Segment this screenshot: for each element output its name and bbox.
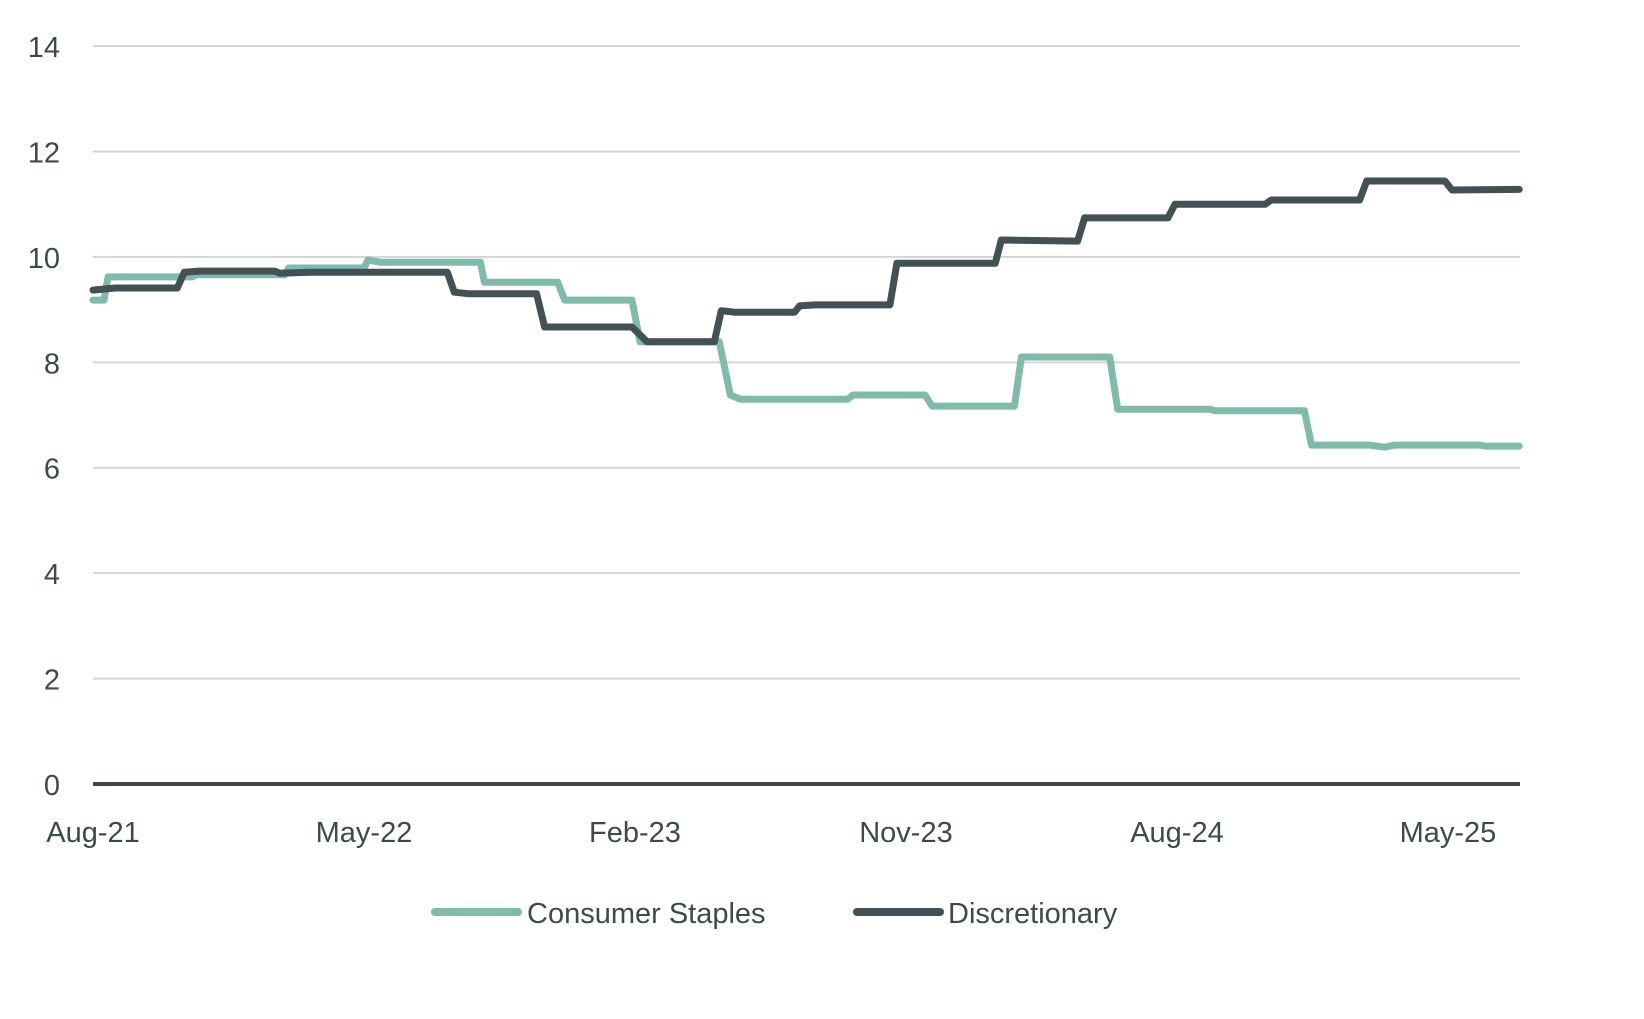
y-tick-label: 8 — [44, 348, 60, 380]
x-tick-label: Nov-23 — [859, 817, 953, 849]
legend-label: Consumer Staples — [527, 898, 766, 930]
series-line-discretionary — [89, 177, 1523, 346]
y-tick-label: 2 — [44, 665, 60, 697]
x-axis-ticks: Aug-21 May-22 Feb-23 Nov-23 Aug-24 May-25 — [46, 817, 1496, 849]
x-tick-label: Aug-21 — [46, 817, 140, 849]
y-tick-label: 4 — [44, 559, 60, 591]
y-tick-label: 14 — [28, 32, 60, 64]
series-lines — [89, 177, 1523, 451]
y-axis-ticks: 0 2 4 6 8 10 12 14 — [28, 32, 60, 802]
y-tick-label: 10 — [28, 243, 60, 275]
gridlines — [93, 45, 1520, 786]
y-tick-label: 0 — [44, 770, 60, 802]
x-tick-label: Feb-23 — [589, 817, 681, 849]
legend: Consumer Staples Discretionary — [431, 898, 1118, 930]
x-tick-label: Aug-24 — [1130, 817, 1224, 849]
series-line-consumer-staples — [89, 256, 1523, 451]
y-tick-label: 6 — [44, 454, 60, 486]
y-tick-label: 12 — [28, 137, 60, 169]
x-tick-label: May-22 — [316, 817, 413, 849]
legend-label: Discretionary — [948, 898, 1118, 930]
x-tick-label: May-25 — [1400, 817, 1497, 849]
